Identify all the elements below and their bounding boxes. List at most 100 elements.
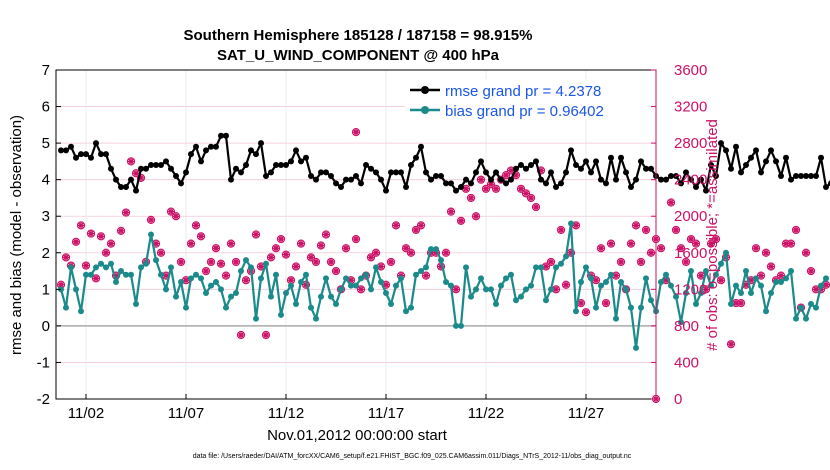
x-tick-label: 11/27	[568, 405, 604, 422]
rmse-point	[698, 176, 704, 183]
bias-point	[193, 271, 199, 278]
obs-assimilated-marker	[297, 239, 305, 248]
rmse-point	[823, 183, 829, 190]
obs-assimilated-marker	[457, 216, 465, 225]
rmse-point	[298, 158, 304, 165]
asterisk-stroke	[102, 249, 110, 256]
rmse-point	[148, 162, 154, 169]
rmse-point	[548, 169, 554, 176]
asterisk-stroke	[207, 258, 215, 266]
obs-assimilated-marker	[367, 253, 375, 262]
bias-point	[623, 286, 629, 293]
bias-point	[658, 279, 664, 286]
rmse-point	[553, 183, 559, 190]
obs-assimilated-marker	[217, 259, 225, 268]
rmse-point	[198, 158, 204, 165]
rmse-point	[803, 173, 809, 180]
rmse-point	[118, 183, 124, 190]
asterisk-stroke	[477, 176, 485, 183]
rmse-point	[373, 169, 379, 176]
rmse-point	[393, 169, 399, 176]
bias-point	[818, 282, 824, 289]
obs-assimilated-marker	[532, 203, 540, 211]
asterisk-stroke	[422, 272, 430, 279]
obs-assimilated-marker	[372, 248, 380, 257]
obs-assimilated-marker	[517, 185, 525, 193]
rmse-point	[673, 173, 679, 180]
rmse-point	[773, 158, 779, 165]
asterisk-stroke	[592, 277, 600, 284]
obs-assimilated-marker	[522, 189, 530, 198]
rmse-point	[63, 147, 69, 154]
asterisk-stroke	[632, 222, 640, 229]
bias-point	[68, 264, 74, 271]
rmse-point	[183, 169, 189, 176]
obs-assimilated-marker	[87, 229, 95, 238]
bias-point	[608, 271, 614, 278]
asterisk-stroke	[222, 272, 230, 279]
asterisk-stroke	[272, 245, 280, 252]
rmse-point	[178, 180, 184, 187]
rmse-point	[763, 158, 769, 165]
bias-point	[398, 275, 404, 282]
rmse-point	[818, 154, 824, 161]
bias-point	[143, 260, 149, 267]
rmse-point	[493, 169, 499, 176]
obs-assimilated-marker	[92, 274, 100, 283]
asterisk-stroke	[162, 272, 170, 279]
bias-point	[133, 300, 139, 307]
bias-point	[358, 275, 364, 282]
asterisk-stroke	[237, 331, 245, 339]
asterisk-stroke	[777, 272, 785, 279]
asterisk-stroke	[157, 249, 165, 256]
obs-assimilated-marker	[617, 258, 625, 266]
obs-assimilated-marker	[342, 244, 350, 253]
x-axis-label: Nov.01,2012 00:00:00 start	[267, 427, 448, 444]
bias-point	[268, 293, 274, 300]
obs-assimilated-marker	[222, 271, 230, 280]
asterisk-stroke	[117, 227, 125, 235]
bias-point	[823, 275, 829, 282]
left-axis-label: rmse and bias (model - observation)	[8, 115, 25, 355]
obs-assimilated-marker	[697, 271, 705, 280]
bias-point	[628, 304, 634, 311]
bias-point	[78, 308, 84, 315]
asterisk-stroke	[532, 203, 540, 211]
asterisk-stroke	[602, 299, 610, 307]
rmse-point	[523, 165, 529, 172]
obs-assimilated-marker	[102, 248, 110, 257]
left-tick-label: 5	[42, 135, 50, 152]
rmse-point	[323, 169, 329, 176]
obs-assimilated-marker	[267, 253, 275, 262]
rmse-point	[73, 154, 79, 161]
rmse-point	[228, 176, 234, 183]
bias-point	[643, 275, 649, 282]
obs-assimilated-marker	[287, 276, 295, 284]
rmse-point	[468, 180, 474, 187]
left-tick-label: -2	[37, 391, 50, 408]
obs-assimilated-marker	[482, 185, 490, 193]
rmse-point	[318, 169, 324, 176]
rmse-point	[253, 151, 259, 158]
bias-point	[418, 268, 424, 275]
bias-point	[218, 286, 224, 293]
obs-assimilated-marker	[322, 230, 330, 239]
asterisk-stroke	[87, 230, 95, 237]
obs-assimilated-marker	[632, 221, 640, 230]
obs-assimilated-marker	[557, 226, 565, 234]
rmse-point	[608, 154, 614, 161]
bias-point	[613, 315, 619, 322]
obs-assimilated-marker	[792, 226, 800, 234]
right-axis-label: # of obs: o=possible; *=assimilated	[704, 119, 721, 351]
bias-series	[58, 220, 829, 351]
rmse-point	[678, 180, 684, 187]
bias-point	[113, 279, 119, 286]
bias-point	[348, 282, 354, 289]
obs-assimilated-marker	[802, 248, 810, 257]
asterisk-stroke	[527, 194, 535, 202]
rmse-point	[193, 143, 199, 150]
rmse-point	[483, 169, 489, 176]
bias-point	[388, 300, 394, 307]
rmse-point	[128, 176, 134, 183]
rmse-point	[398, 169, 404, 176]
